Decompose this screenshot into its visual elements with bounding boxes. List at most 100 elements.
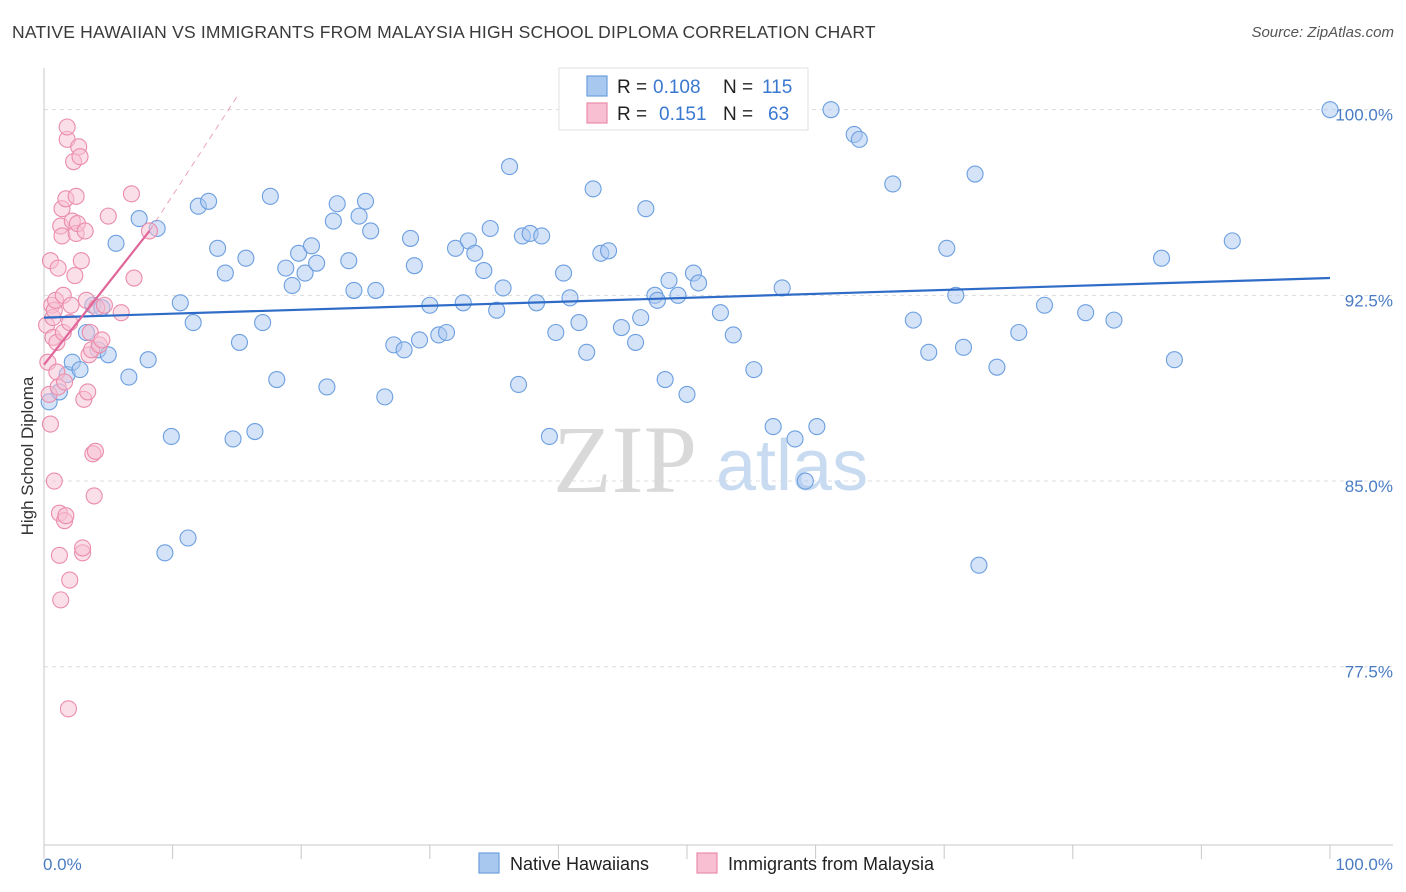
point-s0-69: [540, 427, 558, 446]
point-s0-54: [437, 323, 456, 342]
point-s0-45: [367, 281, 385, 299]
legend-swatch-malaysia: [586, 102, 608, 124]
point-s0-107: [966, 165, 984, 183]
point-s0-97: [808, 418, 826, 436]
point-s1-25: [57, 507, 75, 525]
point-s0-103: [920, 343, 938, 361]
point-s0-92: [745, 361, 763, 379]
point-s0-44: [362, 222, 380, 240]
point-s1-52: [85, 487, 103, 505]
series-native-hawaiians-points: [40, 101, 1339, 574]
point-s0-94: [773, 279, 791, 297]
point-s0-72: [561, 289, 579, 307]
point-s0-34: [296, 264, 314, 282]
y-tick-label-1: 92.5%: [1345, 291, 1393, 310]
point-s0-86: [669, 286, 687, 304]
point-s0-10: [107, 234, 125, 252]
point-s0-106: [954, 338, 973, 356]
point-s0-100: [850, 130, 868, 148]
point-s0-18: [179, 529, 197, 547]
point-s0-11: [120, 368, 138, 386]
point-s0-43: [356, 192, 375, 210]
point-s0-12: [130, 210, 148, 228]
trend-line-s1: [43, 230, 151, 366]
point-s0-108: [970, 556, 988, 574]
point-s1-16: [50, 546, 68, 564]
trend-extension-s1: [149, 94, 239, 232]
point-s0-49: [401, 229, 420, 247]
point-s0-42: [350, 207, 368, 225]
bottom-legend-swatch-native-hawaiians: [478, 852, 500, 874]
y-tick-label-2: 85.0%: [1345, 477, 1393, 496]
point-s0-79: [627, 333, 645, 351]
point-s0-29: [261, 187, 279, 205]
legend-n-value-1: 63: [768, 104, 789, 125]
legend-swatch-native-hawaiians: [586, 75, 608, 97]
bottom-legend-swatch-malaysia: [696, 852, 718, 874]
point-s0-31: [277, 259, 295, 277]
point-s0-93: [764, 418, 782, 436]
point-s0-22: [209, 239, 227, 257]
point-s1-53: [86, 442, 104, 460]
legend-r-value-0: 0.108: [653, 77, 701, 98]
point-s0-27: [246, 422, 264, 441]
point-s1-32: [62, 296, 80, 314]
point-s0-78: [612, 318, 630, 337]
point-s0-26: [237, 249, 255, 267]
gridlines: [44, 109, 1393, 668]
point-s0-64: [509, 375, 528, 394]
point-s0-37: [318, 378, 336, 396]
point-s0-21: [200, 192, 218, 210]
point-s0-28: [254, 314, 272, 332]
point-s1-59: [112, 304, 130, 322]
point-s0-32: [283, 276, 301, 295]
point-s0-91: [724, 326, 742, 344]
point-s0-111: [1035, 296, 1054, 314]
point-s1-20: [53, 227, 71, 245]
point-s0-95: [786, 430, 804, 448]
point-s0-105: [947, 286, 965, 304]
point-s0-80: [632, 309, 650, 327]
y-tick-labels: 100.0% 92.5% 85.0% 77.5%: [1335, 106, 1393, 682]
legend-n-value-0: 115: [762, 77, 792, 98]
point-s0-113: [1105, 311, 1123, 329]
point-s0-30: [268, 370, 286, 389]
point-s0-112: [1077, 304, 1095, 322]
point-s0-115: [1165, 351, 1183, 369]
point-s0-73: [570, 314, 588, 332]
point-s0-85: [660, 271, 678, 290]
point-s1-28: [58, 118, 76, 136]
point-s0-71: [554, 264, 573, 282]
point-s1-17: [52, 591, 70, 609]
point-s0-117: [1321, 101, 1339, 119]
point-s0-59: [475, 262, 493, 280]
point-s1-3: [41, 415, 59, 433]
x-tick-label-max: 100.0%: [1335, 855, 1393, 874]
point-s0-109: [988, 358, 1006, 376]
point-s1-57: [95, 296, 113, 314]
point-s1-62: [122, 185, 140, 203]
point-s1-14: [49, 259, 67, 277]
point-s1-56: [93, 331, 111, 349]
x-tick-labels: 0.0% 100.0%: [43, 855, 1393, 874]
point-s0-38: [324, 212, 342, 230]
point-s0-24: [224, 430, 242, 448]
point-s0-60: [481, 219, 499, 238]
point-s1-30: [61, 571, 79, 589]
point-s0-87: [678, 385, 696, 403]
point-s0-15: [156, 544, 174, 562]
series-malaysia-points: [38, 118, 159, 718]
bottom-legend-label-malaysia: Immigrants from Malaysia: [728, 854, 935, 874]
point-s1-41: [72, 252, 90, 270]
point-s0-98: [822, 101, 840, 119]
y-tick-label-3: 77.5%: [1345, 663, 1393, 682]
point-s0-40: [340, 252, 358, 270]
point-s0-62: [494, 279, 512, 297]
point-s0-90: [711, 304, 729, 322]
point-s1-47: [79, 383, 97, 401]
point-s0-89: [690, 274, 708, 292]
point-s0-4: [71, 361, 89, 379]
point-s0-50: [405, 257, 423, 275]
point-s1-45: [76, 222, 94, 240]
point-s0-77: [600, 242, 618, 260]
